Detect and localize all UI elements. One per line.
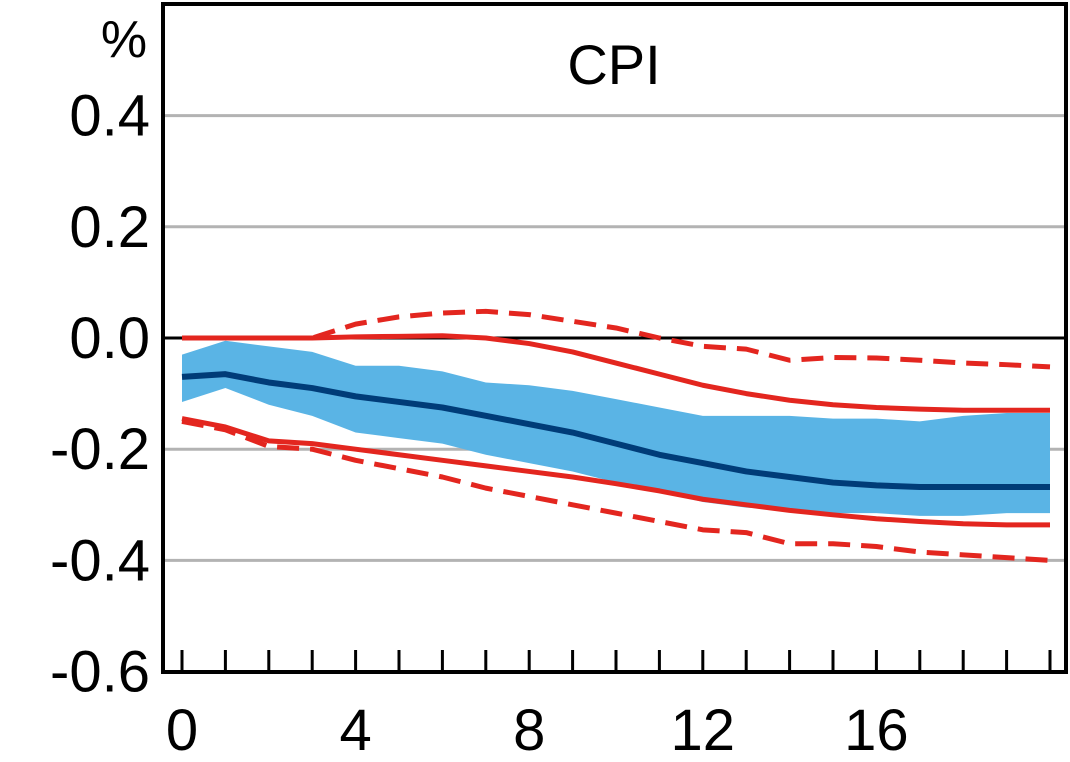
x-tick-label: 8 xyxy=(513,698,545,762)
x-tick-label: 12 xyxy=(671,698,736,762)
dashed-bound-line-4 xyxy=(181,418,1051,563)
x-tick-label: 16 xyxy=(844,698,909,762)
x-axis-ticks xyxy=(180,650,1052,672)
x-tick-label: 4 xyxy=(339,698,371,762)
dashed-bound-line-3 xyxy=(182,308,1051,370)
chart-title: CPI xyxy=(567,33,660,96)
solid-bound-line-1 xyxy=(182,333,1050,413)
x-tick-label: 0 xyxy=(166,698,198,762)
y-tick-label: 0.0 xyxy=(69,306,150,371)
series-lines xyxy=(181,308,1051,563)
tick-labels: 0 4 8 12 16 0.4 0.2 0.0 -0.2 -0.4 -0.6 xyxy=(50,84,909,762)
y-tick-label: 0.4 xyxy=(69,84,150,149)
y-tick-label: 0.2 xyxy=(69,195,150,260)
y-axis-unit-label: % xyxy=(101,11,147,69)
y-tick-label: -0.4 xyxy=(50,528,150,593)
y-tick-label: -0.2 xyxy=(50,417,150,482)
median-line xyxy=(181,371,1050,491)
confidence-band xyxy=(182,340,1050,516)
y-tick-label: -0.6 xyxy=(50,640,150,705)
band-area xyxy=(182,340,1050,516)
solid-bound-line-2 xyxy=(181,416,1050,528)
